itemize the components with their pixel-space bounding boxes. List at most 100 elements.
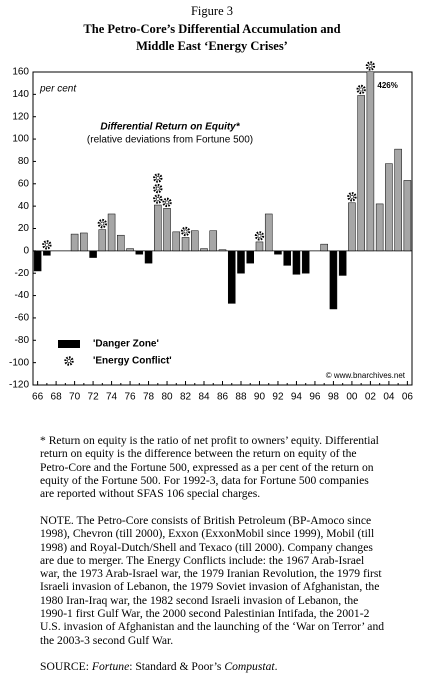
- x-tick-label: 90: [254, 392, 266, 403]
- annotation: Differential Return on Equity*: [100, 122, 240, 133]
- bar: [274, 250, 282, 255]
- energy-conflict-marker: [153, 183, 163, 194]
- bar: [218, 249, 227, 252]
- x-tick-label: 92: [272, 392, 284, 403]
- bar: [255, 241, 264, 252]
- bar: [80, 232, 88, 252]
- energy-conflict-marker: [153, 194, 163, 204]
- chart-title: The Petro-Core’s Differential Accumulati…: [83, 22, 340, 36]
- bar: [283, 250, 291, 266]
- x-tick-label: 76: [124, 392, 136, 403]
- figure-label: Figure 3: [191, 4, 233, 18]
- bar: [394, 148, 402, 252]
- marker-ring: [254, 231, 265, 241]
- energy-conflict-marker: [254, 231, 265, 241]
- marker-core: [155, 197, 160, 201]
- source-text: SOURCE:: [40, 660, 92, 673]
- marker-core: [257, 234, 262, 238]
- y-tick-label: 120: [12, 111, 29, 122]
- bar: [144, 250, 153, 264]
- x-tick-label: 74: [106, 392, 118, 403]
- marker-ring: [42, 240, 52, 250]
- annotation: (relative deviations from Fortune 500): [87, 135, 253, 146]
- energy-conflict-marker: [153, 173, 163, 183]
- value-label: 426%: [377, 81, 397, 90]
- energy-conflict-marker: [42, 240, 52, 250]
- y-tick-label: 20: [18, 223, 30, 234]
- x-tick-label: 68: [51, 392, 63, 403]
- marker-core: [165, 200, 169, 205]
- bar: [209, 230, 218, 252]
- energy-conflict-marker: [97, 218, 108, 229]
- marker-ring: [153, 173, 163, 183]
- x-tick-label: 72: [88, 392, 100, 403]
- bar: [403, 180, 412, 252]
- source-text: Fortune: [91, 660, 130, 673]
- marker-ring: [153, 194, 163, 204]
- marker-ring: [347, 192, 357, 202]
- bar: [135, 250, 144, 255]
- y-tick-label: 100: [12, 134, 29, 145]
- x-tick-label: 96: [309, 392, 321, 403]
- bar: [154, 204, 162, 252]
- y-tick-label: 0: [23, 245, 29, 256]
- bar: [329, 250, 338, 310]
- x-tick-label: 00: [346, 392, 358, 403]
- note: NOTE. The Petro-Core consists of British…: [40, 514, 385, 647]
- bar: [33, 250, 42, 272]
- marker-core: [359, 87, 364, 92]
- legend-label: 'Danger Zone': [93, 339, 159, 350]
- energy-conflict-marker: [356, 84, 366, 95]
- unit-label: per cent: [39, 84, 77, 95]
- marker-core: [67, 359, 71, 363]
- energy-conflict-marker: [347, 192, 357, 202]
- energy-conflict-marker: [365, 61, 376, 71]
- x-tick-label: 98: [328, 392, 340, 403]
- x-tick-label: 70: [69, 392, 81, 403]
- x-tick-label: 06: [402, 392, 414, 403]
- legend-label: 'Energy Conflict': [93, 356, 172, 367]
- x-tick-label: 02: [365, 392, 377, 403]
- bar: [181, 237, 190, 252]
- y-tick-label: 140: [12, 89, 29, 100]
- bar: [237, 250, 245, 274]
- x-tick-label: 94: [291, 392, 303, 403]
- x-tick-label: 84: [198, 392, 210, 403]
- bar: [70, 233, 79, 252]
- bar: [191, 230, 199, 252]
- x-tick-label: 80: [161, 392, 173, 403]
- chart: Figure 3 The Petro-Core’s Differential A…: [9, 4, 414, 403]
- bar: [43, 250, 51, 256]
- bar: [98, 229, 107, 252]
- bar: [89, 250, 97, 258]
- marker-ring: [356, 84, 366, 95]
- x-tick-label: 66: [32, 392, 44, 403]
- energy-conflict-marker: [162, 197, 172, 208]
- bar: [375, 203, 384, 252]
- bar: [348, 202, 356, 252]
- x-tick-label: 78: [143, 392, 155, 403]
- marker-core: [350, 194, 354, 199]
- y-tick-label: 60: [18, 178, 30, 189]
- bar: [107, 213, 116, 252]
- marker-ring: [365, 61, 376, 71]
- marker-ring: [180, 226, 191, 237]
- credit: © www.bnarchives.net: [326, 371, 406, 380]
- bar: [301, 250, 310, 274]
- bar: [117, 234, 125, 252]
- x-tick-label: 04: [383, 392, 395, 403]
- y-tick-label: -80: [15, 335, 30, 346]
- energy-conflict-marker: [64, 356, 74, 366]
- bars: [33, 72, 412, 310]
- marker-core: [368, 64, 373, 68]
- bar: [264, 213, 273, 252]
- marker-ring: [64, 356, 74, 366]
- source-text: .: [274, 660, 278, 673]
- marker-core: [183, 229, 188, 234]
- bar: [338, 250, 347, 276]
- x-tick-label: 88: [235, 392, 247, 403]
- chart-title: Middle East ‘Energy Crises’: [136, 39, 288, 53]
- y-tick-label: -60: [15, 313, 30, 324]
- marker-core: [100, 221, 105, 226]
